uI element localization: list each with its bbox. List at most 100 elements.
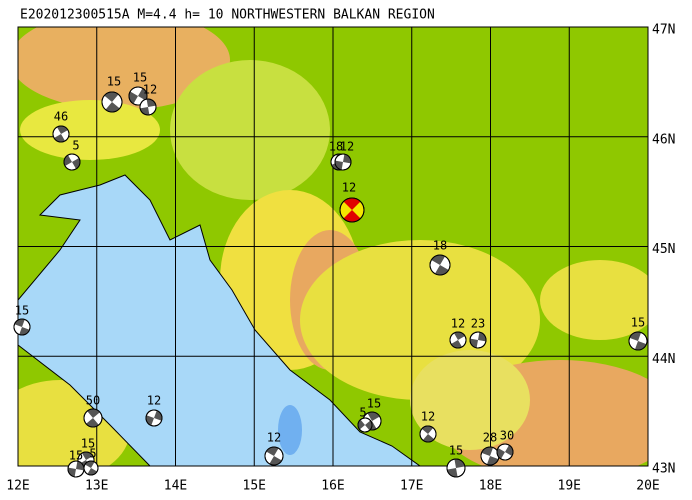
beachball-quadrant (367, 412, 380, 421)
beachball-rim (63, 153, 81, 171)
focal-mechanism (429, 254, 451, 276)
lon-label: 14E (164, 479, 187, 494)
focal-mechanism (139, 98, 157, 116)
focal-mechanism (264, 446, 284, 466)
beachball-quadrant (365, 420, 372, 431)
depth-label: 15 (367, 397, 381, 411)
beachball-quadrant (87, 468, 98, 475)
lon-label: 12E (6, 479, 29, 494)
beachball-quadrant (138, 88, 147, 101)
beachball-quadrant (478, 332, 486, 342)
beachball-rim (52, 125, 70, 143)
beachball-rim (628, 331, 648, 351)
terrain (18, 27, 648, 466)
beachball-quadrant (64, 155, 72, 166)
depth-label: 28 (483, 431, 497, 445)
beachball-quadrant (454, 459, 465, 468)
beachball-quadrant (104, 92, 119, 102)
depth-label: 15 (133, 71, 147, 85)
depth-label: 30 (500, 429, 514, 443)
beachball-quadrant (358, 419, 365, 430)
beachball-rim (496, 443, 514, 461)
beachball-rim (357, 417, 373, 433)
focal-mechanism (469, 331, 487, 349)
focal-mechanism (52, 125, 70, 143)
focal-mechanism (419, 425, 437, 443)
beachball-rim (419, 425, 437, 443)
beachball-quadrant (129, 91, 138, 104)
beachball-quadrant (76, 461, 84, 471)
beachball-rim (449, 331, 467, 349)
lon-label: 18E (479, 479, 502, 494)
beachball-quadrant (343, 154, 351, 164)
beachball-quadrant (140, 107, 150, 115)
depth-label: 12 (147, 394, 161, 408)
beachball-rim (101, 91, 123, 113)
beachball-quadrant (87, 409, 100, 418)
lon-label: 15E (243, 479, 266, 494)
depth-label: 12 (340, 140, 354, 154)
beachball-quadrant (84, 461, 95, 468)
beachball-quadrant (86, 418, 99, 427)
beachball-quadrant (82, 452, 93, 460)
depth-label: 50 (86, 394, 100, 408)
focal-mechanism (83, 460, 99, 476)
depth-label: 5 (89, 447, 96, 461)
beachball-quadrant (470, 338, 478, 348)
beachball-quadrant (343, 198, 361, 210)
beachball-rim (480, 446, 500, 466)
beachball-quadrant (72, 158, 80, 169)
beachball-rim (469, 331, 487, 349)
beachball-quadrant (68, 467, 76, 477)
depth-label: 15 (449, 444, 463, 458)
focal-mechanism (334, 153, 352, 171)
beachball-quadrant (454, 332, 465, 340)
focal-mechanism (628, 331, 648, 351)
depth-label: 12 (267, 431, 281, 445)
beachball-quadrant (497, 448, 505, 459)
lat-label: 43N (652, 462, 675, 477)
beachball-rim (145, 409, 163, 427)
beachball-rim (429, 254, 451, 276)
depth-label: 12 (451, 317, 465, 331)
focal-mechanism (496, 443, 514, 461)
beachball-rim (83, 408, 103, 428)
beachball-rim (334, 153, 352, 171)
lat-label: 47N (652, 23, 675, 38)
focal-mechanism (63, 153, 81, 171)
depth-label: 15 (81, 437, 95, 451)
focal-mechanism (449, 331, 467, 349)
beachball-quadrant (422, 434, 435, 442)
depth-label: 18 (433, 239, 447, 253)
focal-mechanism (83, 408, 103, 428)
beachball-quadrant (435, 265, 449, 275)
focal-mechanism (339, 197, 365, 223)
beachball-rim (83, 460, 99, 476)
depth-label: 12 (342, 181, 356, 195)
focal-mechanism (67, 460, 85, 478)
beachball-rim (264, 446, 284, 466)
beachball-quadrant (451, 340, 462, 348)
depth-label: 12 (143, 83, 157, 97)
map-title: E202012300515A M=4.4 h= 10 NORTHWESTERN … (20, 8, 435, 23)
beachball-rim (339, 197, 365, 223)
beachball-quadrant (54, 134, 65, 142)
beachball-quadrant (57, 126, 68, 134)
lon-label: 17E (400, 479, 423, 494)
focal-mechanism (446, 458, 466, 478)
lon-label: 16E (321, 479, 344, 494)
depth-label: 5 (359, 406, 366, 420)
focal-mechanism (145, 409, 163, 427)
beachball-rim (13, 318, 31, 336)
lon-label: 13E (85, 479, 108, 494)
depth-label: 15 (15, 304, 29, 318)
depth-label: 15 (69, 449, 83, 463)
beachball-quadrant (146, 99, 156, 107)
lon-label: 20E (636, 479, 659, 494)
beachball-quadrant (335, 160, 343, 170)
beachball-quadrant (421, 426, 434, 434)
focal-mechanism (480, 446, 500, 466)
beachball-rim (446, 458, 466, 478)
lat-label: 46N (652, 132, 675, 147)
